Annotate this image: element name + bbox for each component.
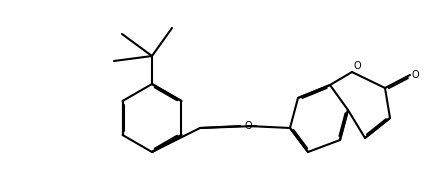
Text: O: O — [244, 121, 252, 131]
Text: O: O — [354, 61, 362, 71]
Text: O: O — [412, 70, 420, 80]
